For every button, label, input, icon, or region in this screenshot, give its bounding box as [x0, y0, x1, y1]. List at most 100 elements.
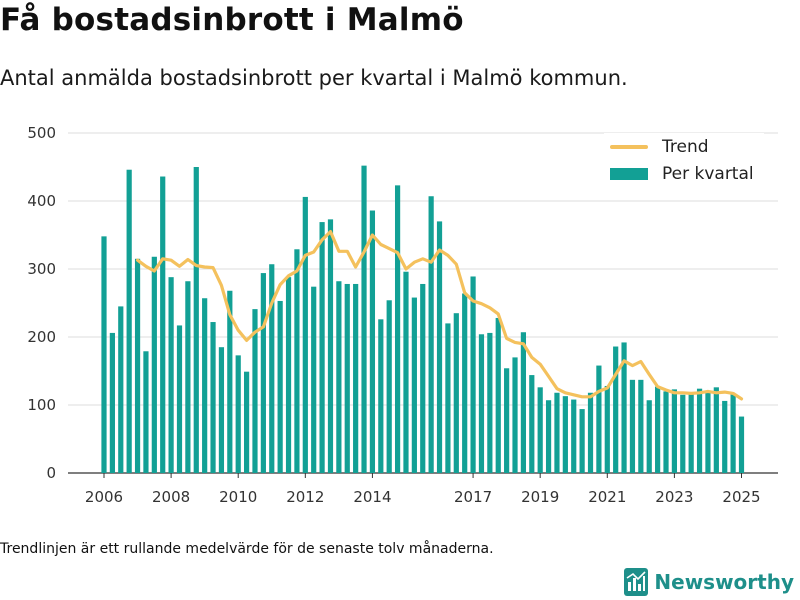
bar: [554, 392, 560, 473]
bar: [579, 409, 585, 473]
x-tick-label: 2023: [655, 488, 693, 506]
x-tick-label: 2014: [353, 488, 391, 506]
bar: [353, 283, 359, 473]
bar: [596, 365, 602, 473]
bar: [537, 387, 543, 473]
y-tick-label: 200: [27, 328, 56, 346]
bar: [327, 219, 334, 473]
bar: [512, 357, 518, 473]
bar: [445, 323, 451, 473]
bar: [109, 332, 115, 473]
legend-bar-swatch: [610, 168, 648, 180]
x-tick-label: 2017: [454, 488, 492, 506]
bar: [487, 332, 493, 473]
bar: [101, 236, 107, 473]
x-tick-label: 2008: [152, 488, 190, 506]
legend-item-trend: Trend: [610, 137, 709, 157]
bar: [713, 387, 719, 473]
bar: [176, 325, 183, 473]
bar: [705, 390, 711, 473]
bar: [369, 210, 376, 473]
bar: [655, 386, 661, 473]
y-tick-label: 0: [46, 464, 56, 482]
bar: [638, 379, 644, 473]
bar: [428, 196, 434, 474]
bar: [629, 379, 636, 473]
bar: [378, 319, 384, 473]
chart-footnote: Trendlinjen är ett rullande medelvärde f…: [0, 541, 494, 557]
bar: [604, 385, 610, 473]
bar: [294, 249, 300, 473]
bar: [202, 298, 208, 473]
x-tick-label: 2025: [722, 488, 760, 506]
bar: [302, 196, 308, 474]
bar: [587, 392, 594, 473]
bar: [243, 371, 250, 473]
bar: [495, 317, 501, 473]
bar: [260, 273, 266, 473]
bar: [386, 300, 392, 473]
y-tick-label: 100: [27, 396, 56, 414]
bar: [394, 185, 401, 474]
bar: [143, 351, 149, 473]
bar: [160, 176, 166, 473]
bar: [319, 222, 325, 473]
bar: [571, 399, 577, 473]
bar: [688, 393, 694, 473]
bar: [411, 297, 417, 473]
x-axis-tick-labels: 2006 2008 2010 2012 2014 2017 2019 2021 2023 2025: [85, 473, 761, 506]
bar: [252, 309, 258, 473]
page-subtitle: Antal anmälda bostadsinbrott per kvartal…: [0, 66, 628, 90]
bar: [118, 306, 124, 473]
logo-text: Newsworthy: [654, 570, 794, 594]
bar: [436, 221, 443, 473]
bar: [269, 264, 275, 473]
y-tick-label: 300: [27, 260, 56, 278]
trend-line: [136, 230, 744, 401]
chart-trend-line: [136, 230, 744, 401]
bar: [193, 167, 199, 473]
x-tick-label: 2021: [588, 488, 626, 506]
y-tick-label: 500: [27, 124, 56, 142]
page-title: Få bostadsinbrott i Malmö: [0, 2, 464, 38]
x-tick-label: 2006: [85, 488, 123, 506]
legend-line-swatch: [610, 145, 648, 149]
x-tick-label: 2012: [286, 488, 324, 506]
bar: [478, 334, 485, 473]
bar: [311, 286, 317, 473]
chart-legend: Trend Per kvartal: [604, 133, 764, 193]
bar: [361, 165, 367, 473]
bar: [696, 388, 703, 473]
bar: [134, 258, 141, 473]
bar: [336, 281, 342, 473]
newsworthy-logo[interactable]: Newsworthy: [624, 568, 794, 596]
legend-label-trend: Trend: [662, 137, 709, 157]
chart-bars: [101, 165, 745, 474]
y-axis-tick-labels: 0 100 200 300 400 500: [27, 124, 56, 482]
bar: [151, 256, 157, 473]
bar: [504, 368, 510, 473]
bar: [285, 277, 292, 473]
bar: [520, 332, 527, 473]
bar: [738, 416, 745, 473]
bar: [680, 394, 686, 473]
newsworthy-chart-logo-icon: [624, 568, 649, 596]
bar: [235, 355, 241, 473]
bar: [730, 394, 736, 473]
bar: [613, 346, 619, 473]
x-tick-label: 2010: [219, 488, 257, 506]
bar: [671, 389, 677, 473]
bar: [545, 400, 552, 473]
bar: [420, 283, 426, 473]
x-tick-label: 2019: [521, 488, 559, 506]
bar: [462, 293, 468, 473]
bar: [210, 322, 216, 473]
bar: [562, 396, 568, 473]
bar: [126, 169, 132, 473]
bar: [453, 313, 459, 473]
bar: [663, 391, 669, 473]
bar: [277, 300, 283, 473]
bar: [168, 277, 174, 473]
bar: [470, 276, 476, 473]
